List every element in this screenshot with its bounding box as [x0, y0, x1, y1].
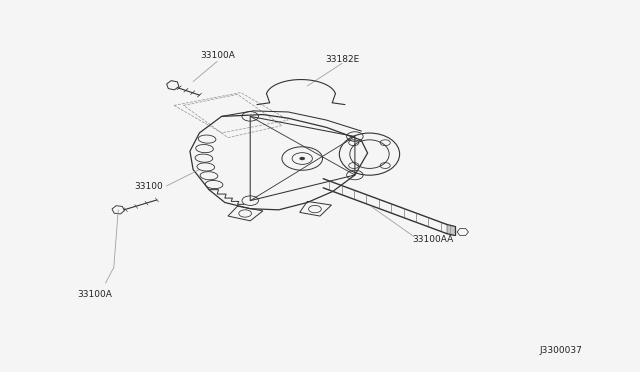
Text: 33100A: 33100A	[77, 289, 112, 299]
Text: 33100A: 33100A	[200, 51, 235, 60]
Circle shape	[300, 157, 305, 160]
Text: 33100: 33100	[134, 182, 163, 190]
Text: 33182E: 33182E	[325, 55, 359, 64]
Text: 33100AA: 33100AA	[412, 235, 453, 244]
Text: J3300037: J3300037	[540, 346, 582, 355]
